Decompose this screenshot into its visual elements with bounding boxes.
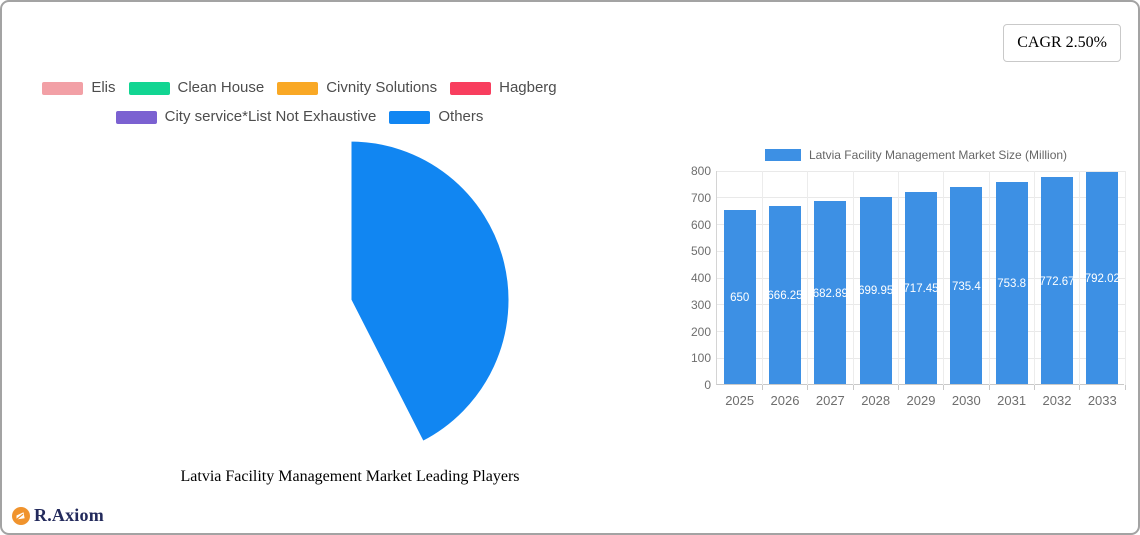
bar-legend-swatch-icon bbox=[764, 149, 801, 161]
bar-2029[interactable]: 717.45 bbox=[903, 192, 939, 384]
x-axis-label: 2027 bbox=[815, 393, 845, 408]
gridline bbox=[807, 171, 809, 385]
bar-value-label: 735.4 bbox=[951, 280, 981, 293]
gridline bbox=[897, 171, 899, 385]
bar-value-label: 772.67 bbox=[1039, 275, 1075, 288]
x-axis-tick bbox=[1033, 385, 1035, 390]
gridline bbox=[943, 171, 945, 385]
y-axis-label: 700 bbox=[690, 190, 711, 205]
gridline bbox=[1033, 171, 1035, 385]
legend-item-2[interactable]: Civnity Solutions bbox=[277, 78, 437, 98]
brand-logo-icon bbox=[12, 506, 30, 525]
x-axis-label: 2032 bbox=[1042, 393, 1072, 408]
bar-value-label: 682.89 bbox=[812, 287, 848, 300]
pie-legend: Elis Clean House Civnity Solutions Hagberg C… bbox=[2, 78, 597, 127]
bar-chart-legend[interactable]: Latvia Facility Management Market Size (… bbox=[692, 148, 1140, 162]
legend-item-label: City service*List Not Exhaustive bbox=[164, 108, 377, 125]
bar-chart: Latvia Facility Management Market Size (… bbox=[691, 148, 1140, 408]
bar-2033[interactable]: 792.02 bbox=[1084, 172, 1120, 384]
gridline bbox=[761, 171, 763, 385]
x-axis-tick bbox=[852, 385, 854, 390]
legend-item-label: Civnity Solutions bbox=[326, 79, 438, 96]
pie-slice-5[interactable] bbox=[348, 138, 512, 445]
x-axis-labels: 2025 2026 2027 2028 2029 2030 2031 2032 2033 bbox=[717, 393, 1125, 408]
y-axis-label: 0 bbox=[704, 378, 711, 392]
bar-2030[interactable]: 735.4 bbox=[950, 187, 983, 384]
legend-item-label: Hagberg bbox=[499, 79, 557, 96]
bar-value-label: 666.25 bbox=[767, 289, 803, 302]
bar-value-label: 792.02 bbox=[1084, 273, 1120, 286]
y-axis-label: 500 bbox=[690, 244, 711, 259]
y-axis-label: 200 bbox=[690, 324, 711, 339]
gridline bbox=[988, 171, 990, 385]
bar-value-label: 699.95 bbox=[858, 285, 894, 298]
legend-swatch-icon bbox=[115, 110, 157, 124]
legend-item-label: Others bbox=[438, 108, 484, 125]
bar-value-label: 650 bbox=[730, 292, 750, 305]
legend-item-label: Elis bbox=[91, 79, 116, 96]
gridline bbox=[1079, 171, 1081, 385]
bar-2032[interactable]: 772.67 bbox=[1039, 177, 1075, 384]
gridline bbox=[852, 171, 854, 385]
y-axis-label: 300 bbox=[690, 297, 711, 312]
x-axis-label: 2030 bbox=[951, 393, 981, 408]
pie-chart-title: Latvia Facility Management Market Leadin… bbox=[180, 468, 520, 485]
cagr-badge: CAGR 2.50% bbox=[1003, 24, 1121, 62]
gridline bbox=[717, 170, 1125, 172]
legend-row: Elis Clean House Civnity Solutions Hagberg bbox=[2, 78, 597, 98]
bar-2028[interactable]: 699.95 bbox=[858, 196, 894, 384]
legend-swatch-icon bbox=[277, 81, 319, 95]
brand-logo: R.Axiom bbox=[11, 505, 104, 526]
legend-row: City service*List Not Exhaustive Others bbox=[2, 107, 597, 127]
legend-swatch-icon bbox=[450, 81, 492, 95]
x-axis-tick bbox=[988, 385, 990, 390]
x-axis-label: 2033 bbox=[1087, 393, 1117, 408]
legend-item-5[interactable]: Others bbox=[389, 107, 483, 127]
bar-2027[interactable]: 682.89 bbox=[812, 201, 848, 384]
x-axis-tick bbox=[943, 385, 945, 390]
pie-chart[interactable] bbox=[188, 138, 512, 462]
legend-item-1[interactable]: Clean House bbox=[128, 78, 265, 98]
x-axis-label: 2029 bbox=[906, 393, 936, 408]
x-axis-label: 2028 bbox=[861, 393, 891, 408]
legend-item-label: Clean House bbox=[177, 79, 265, 96]
y-axis-label: 800 bbox=[690, 164, 711, 178]
legend-swatch-icon bbox=[389, 110, 431, 124]
x-axis-tick bbox=[807, 385, 809, 390]
legend-item-4[interactable]: City service*List Not Exhaustive bbox=[115, 107, 377, 127]
x-axis-label: 2026 bbox=[770, 393, 800, 408]
legend-item-0[interactable]: Elis bbox=[42, 78, 116, 98]
y-axis-label: 100 bbox=[690, 351, 711, 366]
legend-item-3[interactable]: Hagberg bbox=[450, 78, 557, 98]
x-axis-tick bbox=[1079, 385, 1081, 390]
legend-swatch-icon bbox=[128, 81, 170, 95]
x-axis-label: 2031 bbox=[997, 393, 1027, 408]
bar-2026[interactable]: 666.25 bbox=[767, 205, 803, 384]
gridline bbox=[1124, 171, 1126, 385]
x-axis-tick bbox=[897, 385, 899, 390]
y-axis-label: 600 bbox=[690, 217, 711, 232]
bar-2025[interactable]: 650 bbox=[723, 210, 756, 384]
y-axis-label: 400 bbox=[690, 271, 711, 285]
x-axis-label: 2025 bbox=[725, 393, 755, 408]
x-axis-tick bbox=[1124, 385, 1126, 390]
x-axis-tick bbox=[761, 385, 763, 390]
bar-plot-area: 0 100 200 300 400 500 600 700 800 650 666.25 682.89… bbox=[691, 164, 1126, 408]
bar-legend-label: Latvia Facility Management Market Size (… bbox=[808, 148, 1068, 162]
bar-value-label: 717.45 bbox=[903, 283, 939, 296]
brand-name: R.Axiom bbox=[34, 505, 104, 525]
legend-swatch-icon bbox=[42, 81, 84, 95]
bar-value-label: 753.8 bbox=[997, 278, 1027, 291]
bar-2031[interactable]: 753.8 bbox=[995, 182, 1028, 384]
